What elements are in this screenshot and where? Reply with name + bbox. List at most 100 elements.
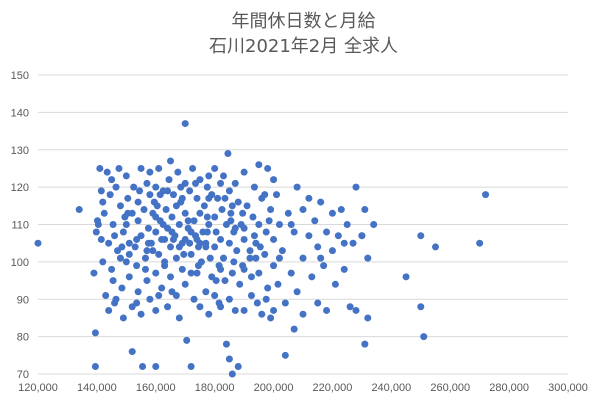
scatter-point (137, 164, 145, 172)
scatter-point (221, 194, 229, 202)
y-tick-label: 110 (11, 220, 29, 232)
gridlines (38, 74, 568, 375)
y-tick-label: 130 (11, 145, 29, 157)
scatter-point (358, 232, 366, 240)
scatter-point (225, 187, 233, 195)
scatter-point (305, 232, 313, 240)
scatter-point (234, 363, 242, 371)
x-axis-tick-labels: 120,000 140,000 160,000 180,000 200,000 220,0… (18, 382, 588, 394)
scatter-point (125, 273, 133, 281)
scatter-point (75, 206, 83, 214)
scatter-point (205, 194, 213, 202)
scatter-point (200, 202, 208, 210)
scatter-point (317, 198, 325, 206)
scatter-point (284, 209, 292, 217)
scatter-point (175, 221, 183, 228)
scatter-point (299, 254, 307, 262)
scatter-point (183, 336, 191, 344)
y-tick-label: 90 (17, 294, 29, 306)
scatter-point (328, 209, 336, 217)
scatter-point (186, 239, 194, 247)
scatter-point (106, 191, 114, 199)
scatter-point (334, 232, 342, 240)
scatter-point (364, 254, 372, 262)
y-tick-label: 150 (11, 70, 29, 82)
scatter-point (203, 228, 211, 236)
scatter-point (152, 363, 160, 371)
scatter-point (482, 191, 490, 199)
scatter-point (337, 206, 345, 214)
scatter-point (420, 333, 428, 341)
scatter-point (352, 183, 360, 191)
scatter-point (184, 217, 192, 225)
scatter-point (225, 295, 233, 303)
scatter-point (255, 221, 263, 228)
scatter-point (187, 269, 195, 277)
scatter-point (230, 258, 238, 266)
scatter-point (352, 306, 360, 314)
scatter-point (189, 164, 197, 172)
scatter-point (152, 183, 160, 191)
scatter-point (158, 284, 166, 292)
scatter-point (258, 310, 266, 318)
scatter-point (203, 213, 211, 221)
scatter-point (108, 176, 116, 184)
scatter-point (164, 187, 172, 195)
scatter-point (340, 265, 348, 273)
scatter-point (116, 254, 124, 262)
scatter-point (249, 213, 257, 221)
x-tick-label: 300,000 (548, 382, 588, 394)
chart-title-line-1: 年間休日数と月給 (232, 11, 376, 32)
scatter-point (97, 187, 105, 195)
scatter-point (156, 191, 164, 199)
scatter-point (202, 243, 210, 251)
scatter-point (246, 254, 254, 262)
scatter-point (267, 314, 275, 322)
scatter-point (168, 213, 176, 221)
scatter-point (261, 191, 269, 199)
scatter-point (112, 295, 120, 303)
scatter-point (190, 217, 198, 225)
scatter-point (161, 235, 169, 243)
scatter-point (299, 310, 307, 318)
scatter-point (206, 254, 214, 262)
scatter-point (225, 355, 233, 363)
scatter-point (119, 314, 127, 322)
scatter-point (96, 164, 104, 172)
scatter-point (169, 235, 177, 243)
scatter-point (146, 295, 154, 303)
scatter-point (94, 221, 102, 228)
scatter-point (220, 172, 227, 180)
scatter-point (178, 265, 186, 273)
scatter-point (331, 280, 339, 288)
scatter-point (90, 269, 98, 277)
scatter-point (231, 224, 239, 232)
scatter-point (253, 299, 261, 307)
scatter-point (122, 221, 130, 228)
scatter-point (205, 172, 213, 180)
scatter-point (293, 183, 301, 191)
scatter-point (328, 247, 336, 255)
scatter-point (275, 254, 283, 262)
scatter-point (236, 280, 244, 288)
scatter-point (91, 329, 99, 337)
scatter-point (417, 232, 425, 240)
scatter-point (143, 277, 151, 285)
scatter-point (432, 243, 439, 251)
scatter-point (270, 262, 278, 270)
scatter-point (402, 273, 410, 281)
scatter-point (240, 224, 248, 232)
scatter-point (211, 213, 219, 221)
scatter-point (205, 221, 213, 228)
scatter-point (361, 206, 369, 214)
scatter-point (167, 157, 174, 165)
scatter-point (255, 269, 263, 277)
scatter-point (340, 239, 348, 247)
scatter-point (103, 168, 111, 176)
scatter-point (287, 269, 295, 277)
scatter-point (205, 310, 213, 318)
scatter-point (146, 168, 154, 176)
scatter-point (144, 224, 152, 232)
scatter-point (255, 161, 263, 169)
